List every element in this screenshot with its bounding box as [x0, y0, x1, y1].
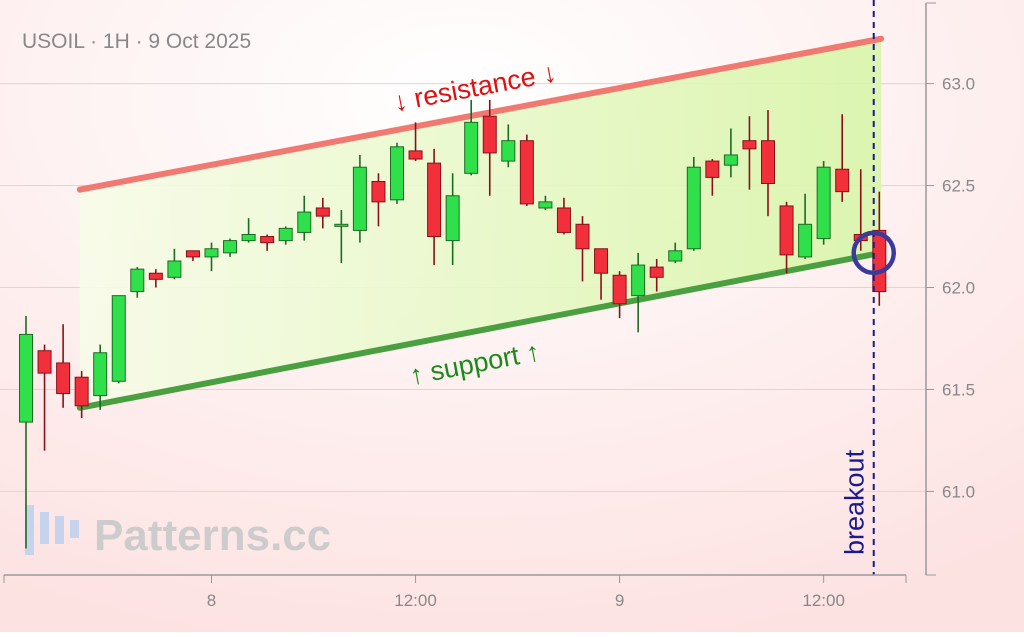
y-tick-label: 61.5: [942, 380, 975, 399]
x-tick-label: 12:00: [802, 591, 845, 610]
candle-body: [19, 333, 33, 423]
candle-body: [723, 154, 738, 166]
candle-body: [427, 162, 442, 238]
candle-body: [649, 266, 664, 278]
candle-body: [56, 362, 71, 395]
candle-body: [556, 207, 571, 233]
candle-body: [278, 227, 293, 242]
candle-body: [612, 274, 627, 305]
candle-body: [167, 260, 182, 278]
candle-body: [390, 146, 404, 201]
candle-body: [223, 240, 238, 254]
y-tick-label: 61.0: [942, 482, 975, 501]
support-line: [76, 249, 885, 411]
candle-body: [93, 352, 108, 397]
watermark: Patterns.cc: [94, 511, 331, 560]
candle-body: [464, 121, 479, 174]
breakout-label: breakout: [840, 449, 870, 555]
y-tick-label: 63.0: [942, 75, 975, 94]
candle-body: [594, 248, 609, 274]
candle-body: [519, 140, 534, 205]
candle-body: [575, 223, 590, 250]
candle-body: [297, 211, 312, 233]
candle-body: [705, 160, 720, 178]
candle-body: [779, 205, 794, 256]
y-tick-label: 62.5: [942, 177, 975, 196]
y-tick-label: 62.0: [942, 279, 975, 298]
candle-body: [74, 376, 89, 407]
candle-body: [185, 250, 200, 258]
candle-body: [668, 250, 683, 262]
candle-body: [111, 295, 126, 382]
candle-body: [148, 272, 163, 280]
channel-fill: [79, 38, 882, 408]
candle-body: [798, 223, 813, 258]
resistance-line: [76, 35, 885, 193]
candle-body: [686, 166, 701, 250]
chart-title: USOIL · 1H · 9 Oct 2025: [22, 30, 251, 53]
candle-body: [408, 150, 423, 160]
candle-body: [334, 223, 349, 227]
candle-body: [482, 115, 497, 154]
candle-body: [761, 140, 775, 185]
candle-body: [130, 268, 145, 293]
breakout-marker: [851, 230, 896, 276]
candle-body: [835, 168, 850, 193]
candle-body: [538, 201, 553, 209]
candle-body: [371, 180, 386, 203]
candle-body: [241, 233, 256, 242]
candle-body: [204, 248, 219, 258]
candle-body: [501, 140, 516, 162]
candle-body: [445, 195, 460, 242]
watermark-icon: [25, 505, 79, 555]
candle-body: [816, 166, 831, 240]
candle-body: [37, 350, 52, 374]
x-tick-label: 8: [207, 591, 216, 610]
candle-body: [260, 236, 275, 244]
candle-body: [872, 229, 887, 293]
x-tick-label: 9: [615, 591, 624, 610]
candle-body: [352, 166, 367, 231]
candle-body: [315, 207, 330, 217]
x-tick-label: 12:00: [394, 591, 437, 610]
candle-body: [631, 264, 646, 297]
candle-body: [742, 140, 757, 150]
